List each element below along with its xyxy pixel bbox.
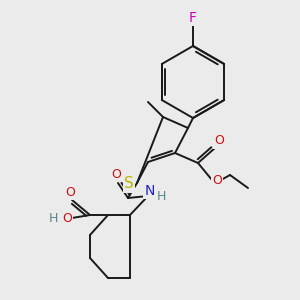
Text: H: H	[48, 212, 58, 226]
Text: O: O	[212, 175, 222, 188]
Text: F: F	[189, 11, 197, 25]
Text: O: O	[111, 167, 121, 181]
Text: O: O	[62, 212, 72, 226]
Text: N: N	[145, 184, 155, 198]
Text: H: H	[156, 190, 166, 203]
Text: O: O	[214, 134, 224, 148]
Text: S: S	[124, 176, 134, 191]
Text: O: O	[65, 185, 75, 199]
